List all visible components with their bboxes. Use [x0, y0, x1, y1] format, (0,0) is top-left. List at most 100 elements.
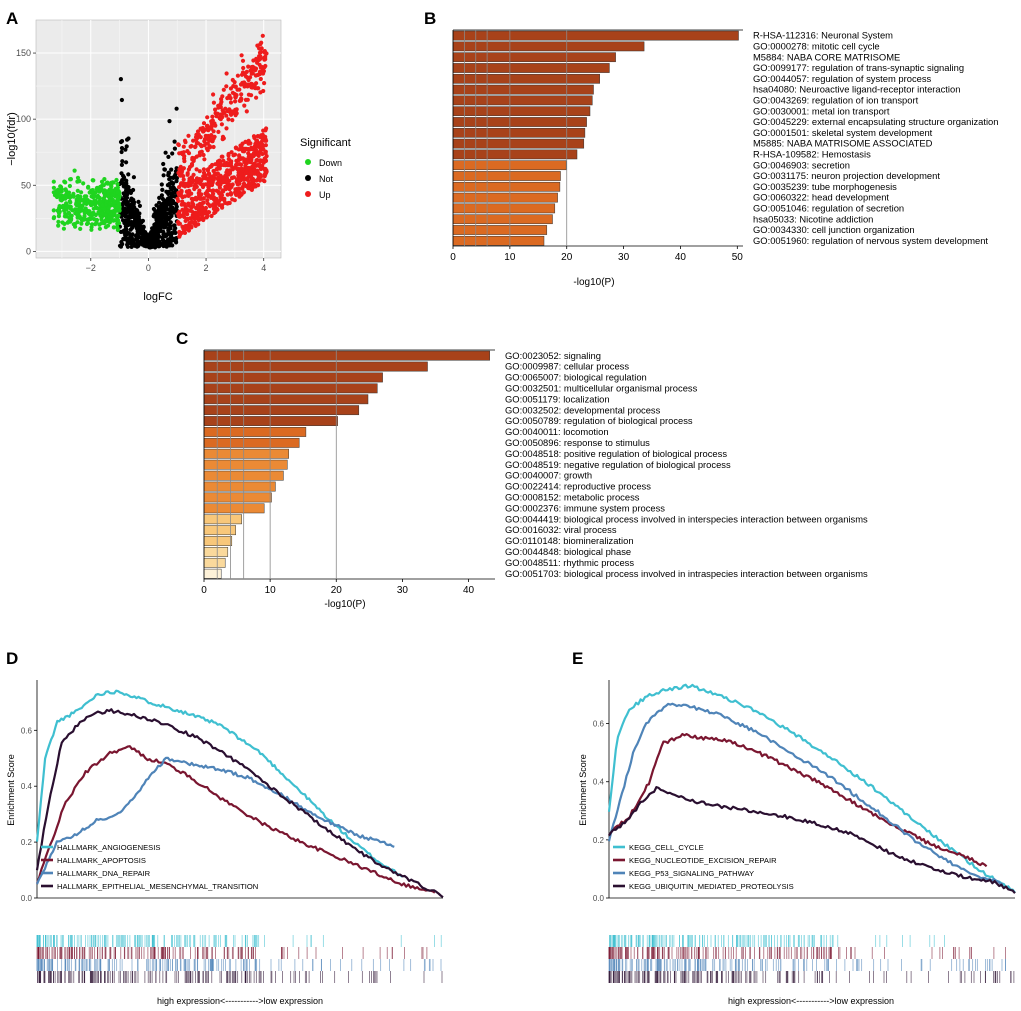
- bar-category-label: GO:0044848: biological phase: [505, 546, 631, 557]
- volcano-point: [264, 170, 269, 175]
- bar-category-label: GO:0032501: multicellular organismal pro…: [505, 383, 698, 394]
- volcano-point: [52, 215, 57, 220]
- bar: [203, 416, 338, 426]
- volcano-point: [161, 211, 166, 216]
- bar-x-tick-label: 0: [201, 585, 207, 596]
- volcano-point: [51, 179, 56, 184]
- volcano-point: [177, 214, 182, 219]
- chart-b-axis: 0 10 20 30 40 50: [450, 29, 743, 263]
- volcano-point: [167, 243, 172, 248]
- volcano-point: [189, 209, 194, 214]
- volcano-point: [119, 239, 124, 245]
- volcano-point: [211, 144, 216, 150]
- volcano-point: [217, 179, 222, 185]
- volcano-point: [90, 178, 95, 183]
- volcano-point: [172, 139, 177, 144]
- volcano-point: [88, 216, 93, 221]
- volcano-point: [124, 160, 129, 165]
- volcano-point: [172, 236, 177, 241]
- bar-category-label: GO:0043269: regulation of ion transport: [753, 95, 919, 106]
- bar: [452, 84, 594, 95]
- volcano-point: [233, 99, 238, 104]
- volcano-point: [256, 162, 261, 167]
- volcano-point: [168, 185, 173, 190]
- volcano-point: [243, 97, 248, 102]
- chart-b-x-axis-label: -log10(P): [573, 277, 614, 288]
- volcano-point: [120, 159, 125, 164]
- volcano-point: [201, 176, 206, 181]
- volcano-point: [177, 229, 182, 235]
- gsea-e-curves: 0.0 0.2 0.4 0.6 KEGG_CELL_CYCLE KEGG_NUCLEOTI…: [593, 680, 1016, 983]
- volcano-point: [89, 200, 95, 206]
- volcano-point: [190, 203, 196, 208]
- volcano-point: [205, 214, 210, 219]
- volcano-point: [152, 223, 157, 228]
- volcano-y-axis-label: −log10(fdr): [6, 112, 18, 166]
- bar: [203, 350, 490, 361]
- volcano-point: [136, 199, 141, 204]
- volcano-point: [232, 198, 237, 203]
- volcano-point: [233, 191, 238, 196]
- volcano-point: [151, 214, 156, 219]
- volcano-point: [161, 229, 166, 234]
- gsea-series-line: [35, 689, 403, 878]
- volcano-point: [228, 192, 234, 197]
- bar-category-label: GO:0051703: biological process involved …: [505, 568, 868, 579]
- volcano-point: [126, 217, 131, 222]
- volcano-point: [187, 188, 192, 193]
- volcano-point: [236, 147, 241, 152]
- volcano-point: [193, 135, 199, 140]
- volcano-point: [71, 191, 76, 196]
- volcano-point: [109, 180, 114, 185]
- volcano-point: [220, 137, 225, 142]
- volcano-point: [213, 123, 218, 128]
- volcano-point: [77, 179, 82, 184]
- volcano-point: [166, 227, 171, 232]
- volcano-point: [213, 197, 218, 202]
- volcano-point: [87, 209, 92, 214]
- bar: [452, 127, 586, 138]
- volcano-point: [246, 151, 251, 156]
- volcano-point: [129, 196, 134, 201]
- volcano-point: [196, 212, 202, 217]
- volcano-point: [213, 107, 218, 112]
- volcano-point: [258, 159, 263, 164]
- volcano-point: [115, 195, 120, 200]
- bar-x-tick-label: 20: [331, 585, 343, 596]
- volcano-point: [260, 144, 265, 149]
- bar: [203, 492, 272, 503]
- panel-label-e: E: [572, 649, 583, 668]
- bar-x-tick-label: 40: [463, 585, 475, 596]
- volcano-point: [227, 171, 233, 176]
- volcano-point: [170, 151, 175, 156]
- volcano-point: [232, 152, 238, 157]
- volcano-point: [66, 210, 71, 215]
- volcano-point: [258, 90, 263, 95]
- volcano-point: [124, 188, 129, 193]
- volcano-point: [256, 173, 261, 178]
- volcano-point: [104, 181, 109, 186]
- volcano-point: [136, 241, 141, 246]
- volcano-point: [221, 179, 226, 184]
- bar: [452, 225, 548, 235]
- bar-category-label: GO:0031175: neuron projection developmen…: [753, 170, 940, 181]
- volcano-point: [97, 207, 102, 213]
- volcano-point: [111, 225, 116, 230]
- volcano-point: [193, 223, 198, 228]
- volcano-point: [242, 103, 247, 108]
- volcano-point: [246, 147, 251, 152]
- legend-label-not: Not: [319, 174, 334, 184]
- gsea-d-x-caption: high expression<----------->low expressi…: [157, 996, 323, 1006]
- volcano-point: [262, 65, 267, 70]
- volcano-point: [181, 150, 186, 155]
- volcano-point: [64, 214, 69, 219]
- volcano-point: [168, 207, 174, 212]
- volcano-point: [82, 210, 87, 216]
- volcano-point: [165, 196, 170, 201]
- volcano-point: [116, 201, 121, 206]
- volcano-point: [205, 148, 210, 153]
- legend-marker-not: [305, 175, 311, 181]
- bar: [452, 235, 545, 246]
- volcano-point: [176, 142, 181, 147]
- volcano-point: [56, 223, 61, 228]
